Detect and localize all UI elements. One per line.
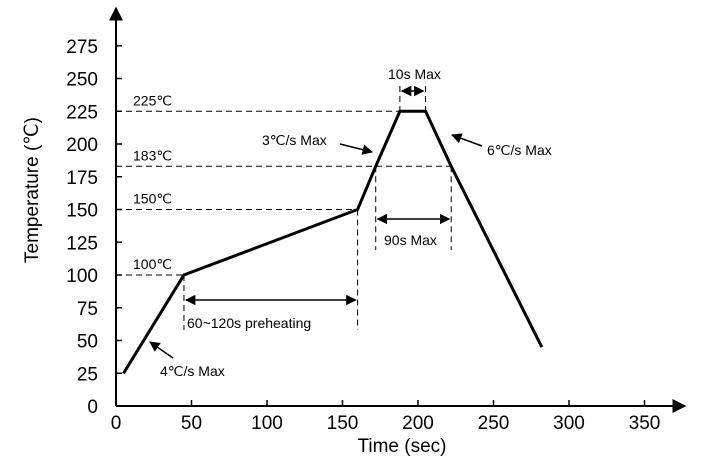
ramp-up-arrow <box>149 341 174 359</box>
temperature-profile-line <box>122 109 544 375</box>
y-tick-label: 225 <box>66 102 98 123</box>
y-tick-label: 175 <box>66 168 98 189</box>
x-tick-label: 150 <box>327 413 359 434</box>
liquidus-time-label: 90s Max <box>384 232 437 248</box>
y-axis-title: Temperature (℃) <box>22 117 43 263</box>
y-tick-label: 75 <box>77 299 98 320</box>
y-tick-label: 100 <box>66 266 98 287</box>
reference-label-100: 100℃ <box>133 256 172 272</box>
x-tick-label: 200 <box>402 413 434 434</box>
ramp-up-label: 4℃/s Max <box>160 363 225 379</box>
reference-label-150: 150℃ <box>133 191 172 207</box>
ramp-to-peak-arrow <box>339 143 374 155</box>
x-tick-label: 50 <box>181 413 202 434</box>
reference-lines: 225℃ 183℃ 150℃ 100℃ <box>116 86 452 330</box>
y-tick-label: 150 <box>66 201 98 222</box>
cool-down-label: 6℃/s Max <box>487 142 552 158</box>
x-tick-label: 250 <box>478 413 510 434</box>
y-tick-label: 25 <box>77 364 98 385</box>
y-tick-label: 200 <box>66 135 98 156</box>
y-axis-ticks: 0 25 50 75 100 125 150 175 200 225 250 275 <box>66 37 122 418</box>
y-tick-label: 125 <box>66 233 98 254</box>
cool-down-arrow <box>451 133 483 147</box>
x-tick-label: 0 <box>111 413 122 434</box>
reference-label-225: 225℃ <box>133 92 172 108</box>
ramp-to-peak-label: 3℃/s Max <box>262 132 327 148</box>
x-axis-ticks: 0 50 100 150 200 250 300 350 <box>111 400 661 434</box>
peak-time-label: 10s Max <box>388 66 441 82</box>
y-tick-label: 0 <box>87 397 98 418</box>
y-tick-label: 250 <box>66 70 98 91</box>
x-tick-label: 100 <box>251 413 283 434</box>
reference-label-183: 183℃ <box>133 147 172 163</box>
y-tick-label: 275 <box>66 37 98 58</box>
y-tick-label: 50 <box>77 332 98 353</box>
preheat-label: 60~120s preheating <box>187 315 311 331</box>
x-tick-label: 350 <box>629 413 661 434</box>
x-tick-label: 300 <box>553 413 585 434</box>
x-axis-title: Time (sec) <box>357 436 446 457</box>
